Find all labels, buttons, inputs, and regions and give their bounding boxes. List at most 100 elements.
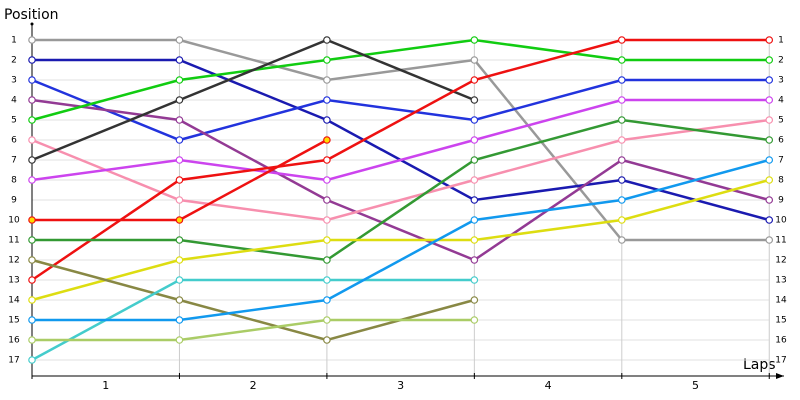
point: [618, 196, 626, 204]
point: [323, 216, 331, 224]
point: [618, 176, 626, 184]
x-axis-title: Laps: [743, 357, 776, 373]
series-line: [31, 38, 770, 282]
point: [175, 56, 184, 64]
point: [618, 136, 626, 144]
y-tick-label-right: 2: [778, 56, 784, 66]
y-tick-label: 13: [8, 276, 19, 286]
point: [175, 236, 184, 244]
point: [470, 156, 479, 164]
point: [175, 316, 184, 324]
point: [28, 176, 36, 184]
point: [28, 76, 36, 84]
point: [470, 256, 479, 264]
y-tick-label-right: 4: [778, 96, 784, 106]
y-tick-label-right: 15: [775, 316, 786, 326]
point: [470, 196, 479, 204]
x-tick-label: 5: [692, 379, 699, 392]
point: [323, 316, 331, 324]
y-tick-label: 2: [11, 56, 17, 66]
point: [618, 96, 626, 104]
point: [28, 316, 36, 324]
series-line: [32, 318, 475, 342]
point: [470, 136, 479, 144]
point: [765, 176, 774, 184]
point: [28, 276, 36, 284]
y-tick-label: 11: [8, 236, 19, 246]
series-line: [31, 118, 770, 222]
point: [618, 156, 626, 164]
point: [323, 196, 331, 204]
point: [470, 216, 479, 224]
point: [323, 176, 331, 184]
point: [618, 76, 626, 84]
y-tick-label-right: 7: [778, 156, 784, 166]
series-line: [31, 38, 475, 162]
y-tick-label: 5: [11, 116, 17, 126]
point: [470, 76, 479, 84]
x-tick-label: 3: [397, 379, 404, 392]
point: [765, 36, 774, 44]
y-tick-label-right: 5: [778, 116, 784, 126]
y-tick-label: 7: [11, 156, 17, 166]
y-tick-label: 6: [11, 136, 17, 146]
point: [175, 256, 184, 264]
series-line: [32, 158, 770, 322]
point: [470, 96, 479, 104]
point: [765, 236, 774, 244]
point: [175, 296, 184, 304]
point: [618, 216, 626, 224]
point: [765, 56, 774, 64]
point: [175, 216, 184, 224]
point: [765, 196, 774, 204]
series-line: [31, 78, 770, 142]
point: [470, 236, 479, 244]
y-tick-label-right: 10: [775, 216, 787, 226]
point: [28, 256, 36, 264]
point: [765, 156, 774, 164]
point: [175, 156, 184, 164]
point: [323, 116, 331, 124]
y-tick-label-right: 11: [775, 236, 786, 246]
point: [28, 236, 36, 244]
y-tick-label-right: 8: [778, 176, 784, 186]
y-axis-end: [30, 22, 34, 26]
y-tick-label-right: 9: [778, 196, 784, 206]
point: [765, 216, 774, 224]
y-tick-label: 16: [8, 336, 20, 346]
x-axis-arrow: [776, 373, 784, 379]
point: [28, 136, 36, 144]
point: [28, 96, 36, 104]
point: [175, 96, 184, 104]
series-line: [32, 118, 770, 262]
point: [28, 336, 36, 344]
y-tick-label-right: 16: [775, 336, 787, 346]
point: [470, 176, 479, 184]
y-tick-label-right: 3: [778, 76, 784, 86]
point: [323, 76, 331, 84]
point: [175, 196, 184, 204]
point: [470, 316, 479, 324]
series-line: [31, 98, 770, 182]
point: [765, 76, 774, 84]
point: [28, 356, 36, 364]
x-tick-label: 2: [250, 379, 257, 392]
y-tick-label-right: 12: [775, 256, 786, 266]
point: [323, 156, 331, 164]
series-line: [31, 178, 770, 302]
y-tick-label: 1: [11, 36, 17, 46]
y-tick-label-right: 1: [778, 36, 784, 46]
point: [765, 116, 774, 124]
point: [175, 176, 184, 184]
point: [175, 136, 184, 144]
series-line: [31, 98, 770, 262]
point: [323, 256, 331, 264]
point: [175, 76, 184, 84]
point: [765, 96, 774, 104]
series-line: [31, 38, 770, 122]
y-tick-label-right: 14: [775, 296, 787, 306]
point: [323, 136, 331, 144]
point: [323, 336, 331, 344]
point: [323, 96, 331, 104]
